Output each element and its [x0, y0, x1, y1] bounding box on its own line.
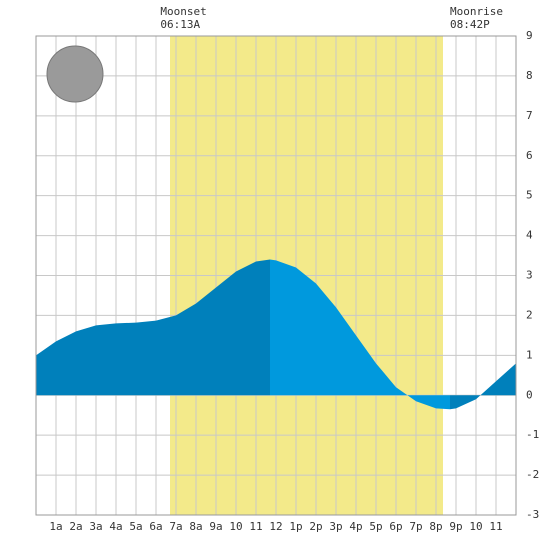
y-tick-label: -2	[526, 468, 539, 481]
tide-area	[270, 259, 450, 410]
x-tick-label: 12	[269, 520, 282, 533]
x-tick-label: 3p	[329, 520, 342, 533]
moon-event-label: Moonrise	[450, 5, 503, 18]
y-tick-label: -3	[526, 508, 539, 521]
y-tick-label: 4	[526, 229, 533, 242]
x-tick-label: 3a	[89, 520, 102, 533]
x-tick-label: 5p	[369, 520, 382, 533]
x-tick-label: 9p	[449, 520, 462, 533]
y-tick-label: 7	[526, 109, 533, 122]
x-tick-label: 2a	[69, 520, 82, 533]
x-tick-label: 1p	[289, 520, 302, 533]
x-tick-label: 5a	[129, 520, 142, 533]
x-tick-label: 8p	[429, 520, 442, 533]
y-tick-label: 8	[526, 69, 533, 82]
x-tick-label: 2p	[309, 520, 322, 533]
x-tick-label: 11	[489, 520, 502, 533]
moon-icon	[46, 45, 104, 103]
y-tick-label: 9	[526, 29, 533, 42]
x-tick-label: 7a	[169, 520, 182, 533]
y-tick-label: 0	[526, 388, 533, 401]
y-tick-label: 1	[526, 348, 533, 361]
x-tick-label: 6p	[389, 520, 402, 533]
x-tick-label: 7p	[409, 520, 422, 533]
x-tick-label: 8a	[189, 520, 202, 533]
x-tick-label: 10	[229, 520, 242, 533]
moon-event-label: Moonset	[160, 5, 206, 18]
x-tick-label: 10	[469, 520, 482, 533]
moon-event-time: 06:13A	[160, 18, 200, 31]
x-tick-label: 1a	[49, 520, 62, 533]
moon-event-time: 08:42P	[450, 18, 490, 31]
x-tick-label: 6a	[149, 520, 162, 533]
x-tick-label: 9a	[209, 520, 222, 533]
y-tick-label: 6	[526, 149, 533, 162]
x-tick-label: 4a	[109, 520, 122, 533]
tide-area	[36, 259, 270, 396]
tide-area	[450, 363, 516, 410]
y-tick-label: 3	[526, 269, 533, 282]
y-tick-label: 5	[526, 189, 533, 202]
plot-border	[35, 35, 517, 516]
x-tick-label: 11	[249, 520, 262, 533]
y-tick-label: 2	[526, 308, 533, 321]
y-tick-label: -1	[526, 428, 539, 441]
x-tick-label: 4p	[349, 520, 362, 533]
